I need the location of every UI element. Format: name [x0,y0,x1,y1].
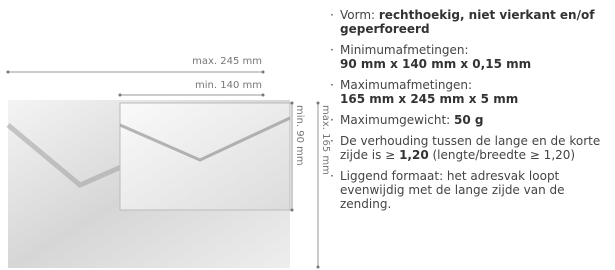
envelope-diagram: max. 245 mm min. 140 mm min. 90 mm max. … [0,0,330,270]
dim-label: min. 140 mm [195,80,262,91]
requirement-label: Maximumgewicht: [340,113,454,127]
dim-end [119,94,122,97]
requirement-label: Liggend formaat: het adresvak loopt even… [340,169,565,211]
requirement-value: 1,20 [399,148,429,162]
dim-label: max. 245 mm [192,56,262,67]
requirement-value: 90 mm x 140 mm x 0,15 mm [340,57,531,71]
requirement: Vorm: rechthoekig, niet vierkant en/of g… [330,8,613,36]
dim-end [317,102,320,105]
dim-end [291,209,294,212]
requirement: De verhouding tussen de lange en de kort… [330,134,613,162]
requirement-value: 165 mm x 245 mm x 5 mm [340,92,518,106]
dim-end [317,266,320,269]
requirements-list: Vorm: rechthoekig, niet vierkant en/of g… [330,8,613,218]
requirement-value: 50 g [454,113,483,127]
dim-label: min. 90 mm [294,105,305,166]
requirement-label: Minimumafmetingen: [340,43,469,57]
requirement-value: rechthoekig, niet vierkant en/of geperfo… [340,8,594,36]
page: max. 245 mm min. 140 mm min. 90 mm max. … [0,0,615,270]
requirement: Maximumgewicht: 50 g [330,113,613,127]
requirement: Maximumafmetingen:165 mm x 245 mm x 5 mm [330,78,613,106]
requirement-label: Maximumafmetingen: [340,78,472,92]
dim-end [291,102,294,105]
dim-end [262,94,265,97]
dim-end [262,71,265,74]
requirement: Liggend formaat: het adresvak loopt even… [330,169,613,211]
requirement-label: Vorm: [340,8,379,22]
requirement-suffix: (lengte/breedte ≥ 1,20) [429,148,575,162]
dim-end [7,71,10,74]
dim-label: max. 165 mm [320,105,330,175]
requirement: Minimumafmetingen:90 mm x 140 mm x 0,15 … [330,43,613,71]
